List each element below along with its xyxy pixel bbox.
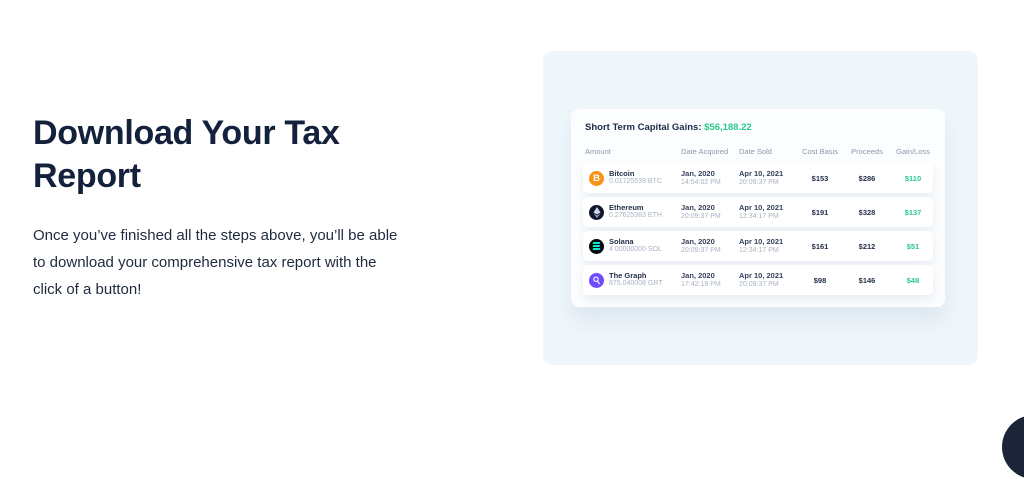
proceeds-value: $328 [858,207,876,217]
capital-gains-card: Short Term Capital Gains: $56,188.22 Amo… [571,109,945,307]
column-header-amount: Amount [585,147,611,156]
gain-loss-value: $137 [904,207,922,217]
asset-name: Solana [609,236,634,246]
date-acquired: Jan, 2020 [681,202,715,212]
cost-basis-value: $191 [811,207,829,217]
ethereum-icon [589,204,604,220]
proceeds-value: $146 [858,275,876,285]
amount-cell: Ethereum 0.27625383 ETH [585,203,681,221]
asset-amount: 875.040008 GRT [609,280,663,288]
cost-basis-value: $153 [811,173,829,183]
chat-widget-button[interactable] [1002,415,1024,479]
time-acquired: 20:09:37 PM [681,247,721,255]
date-sold-cell: Apr 10, 2021 12:34:17 PM [739,203,797,222]
page-title: Download Your Tax Report [33,114,340,195]
column-header-date-acquired: Date Acquired [681,147,729,156]
date-sold: Apr 10, 2021 [739,270,784,280]
date-sold: Apr 10, 2021 [739,236,784,246]
gain-loss-value: $110 [904,173,922,183]
date-acquired: Jan, 2020 [681,270,715,280]
column-header-gain-loss: Gain/Loss [896,147,930,156]
gain-loss-value: $48 [906,275,920,285]
date-acquired-cell: Jan, 2020 17:42:19 PM [681,271,739,290]
time-acquired: 14:54:02 PM [681,179,721,187]
time-sold: 12:34:17 PM [739,247,779,255]
asset-amount: 0.01725539 BTC [609,178,662,186]
amount-cell: Solana 4.00000000 SOL [585,237,681,255]
the-graph-icon [589,272,604,288]
table-header-row: Amount Date Acquired Date Sold Cost Basi… [583,143,933,163]
date-sold-cell: Apr 10, 2021 20:09:37 PM [739,169,797,188]
date-acquired: Jan, 2020 [681,236,715,246]
capital-gains-title: Short Term Capital Gains: $56,188.22 [585,122,933,133]
date-sold-cell: Apr 10, 2021 12:34:17 PM [739,237,797,256]
time-acquired: 20:09:37 PM [681,213,721,221]
intro-paragraph: Once you’ve finished all the steps above… [33,226,398,298]
solana-icon [589,238,604,254]
cost-basis-value: $161 [811,241,829,251]
date-sold: Apr 10, 2021 [739,168,784,178]
asset-name: Ethereum [609,202,644,212]
intro-section: Download Your Tax Report Once you’ve fin… [33,112,433,303]
capital-gains-label: Short Term Capital Gains: [585,122,702,133]
proceeds-value: $286 [858,173,876,183]
date-sold-cell: Apr 10, 2021 20:09:37 PM [739,271,797,290]
date-acquired-cell: Jan, 2020 20:09:37 PM [681,237,739,256]
asset-name: The Graph [609,270,647,280]
asset-amount: 0.27625383 ETH [609,212,662,220]
capital-gains-value: $56,188.22 [704,122,752,133]
date-acquired-cell: Jan, 2020 20:09:37 PM [681,203,739,222]
column-header-date-sold: Date Sold [739,147,772,156]
date-acquired-cell: Jan, 2020 14:54:02 PM [681,169,739,188]
amount-cell: The Graph 875.040008 GRT [585,271,681,289]
column-header-proceeds: Proceeds [851,147,883,156]
table-row: The Graph 875.040008 GRT Jan, 2020 17:42… [583,265,933,295]
table-row: Solana 4.00000000 SOL Jan, 2020 20:09:37… [583,231,933,261]
table-row: Ethereum 0.27625383 ETH Jan, 2020 20:09:… [583,197,933,227]
date-sold: Apr 10, 2021 [739,202,784,212]
column-header-cost-basis: Cost Basis [802,147,838,156]
time-sold: 20:09:37 PM [739,281,779,289]
time-acquired: 17:42:19 PM [681,281,721,289]
time-sold: 20:09:37 PM [739,179,779,187]
table-row: B Bitcoin 0.01725539 BTC Jan, 2020 14:54… [583,163,933,193]
proceeds-value: $212 [858,241,876,251]
amount-cell: B Bitcoin 0.01725539 BTC [585,169,681,187]
gain-loss-value: $51 [906,241,920,251]
date-acquired: Jan, 2020 [681,168,715,178]
asset-amount: 4.00000000 SOL [609,246,662,254]
time-sold: 12:34:17 PM [739,213,779,221]
cost-basis-value: $98 [813,275,827,285]
bitcoin-icon: B [589,170,604,186]
report-preview-panel: Short Term Capital Gains: $56,188.22 Amo… [543,51,978,365]
asset-name: Bitcoin [609,168,635,178]
